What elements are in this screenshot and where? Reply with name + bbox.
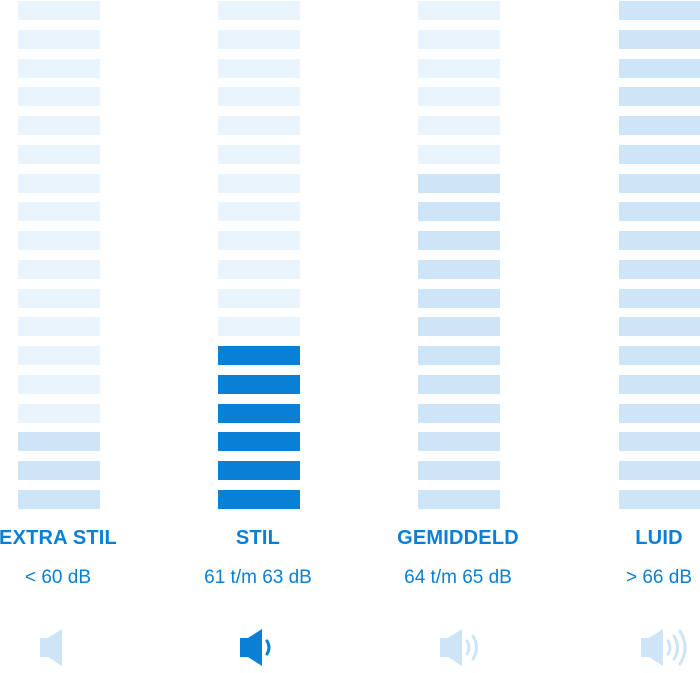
- meter-segment: [619, 259, 700, 279]
- meter-segment: [418, 144, 500, 164]
- meter-segment: [218, 432, 300, 452]
- meter-segment: [418, 461, 500, 480]
- meter-segment: [18, 87, 100, 107]
- meter-segment: [218, 374, 300, 394]
- level-label: EXTRA STIL: [0, 527, 117, 549]
- meter-segment: [218, 317, 300, 337]
- meter-segment: [218, 144, 300, 164]
- meter-segment: [418, 1, 500, 20]
- meter-segment: [418, 288, 500, 308]
- speaker-body: [440, 629, 462, 666]
- meter-segment: [619, 58, 700, 78]
- meter-segment: [218, 173, 300, 193]
- meter-segment: [619, 1, 700, 20]
- meter-segment: [619, 461, 700, 480]
- meter-segment: [619, 432, 700, 452]
- meter-segment: [18, 29, 100, 49]
- meter-segment: [418, 29, 500, 49]
- level-label: STIL: [235, 527, 281, 549]
- meter-segment: [18, 144, 100, 164]
- meter-segment: [218, 87, 300, 107]
- sound-wave: [465, 639, 471, 656]
- meter-segment: [619, 374, 700, 394]
- level-label: GEMIDDELD: [397, 527, 519, 549]
- meter-segment: [418, 87, 500, 107]
- meter-segment: [619, 87, 700, 107]
- meter-segment: [218, 58, 300, 78]
- meter-segment: [619, 489, 700, 509]
- meter-segment: [418, 173, 500, 193]
- meter-segment: [418, 432, 500, 452]
- meter-segment: [218, 403, 300, 423]
- meter-segment: [18, 58, 100, 78]
- level-range: < 60 dB: [24, 567, 92, 588]
- meter-segment: [18, 317, 100, 337]
- meter-segment: [619, 346, 700, 365]
- meter-segment: [18, 374, 100, 394]
- meter-segment: [619, 317, 700, 337]
- meter-segment: [418, 489, 500, 509]
- meter-segment: [218, 346, 300, 365]
- sound-wave: [265, 639, 271, 656]
- meter-segment: [218, 29, 300, 49]
- meter-segment: [218, 489, 300, 509]
- level-range: 61 t/m 63 dB: [204, 567, 312, 588]
- speaker-mute-icon: [40, 628, 100, 668]
- sound-wave: [672, 634, 679, 661]
- meter-segment: [18, 202, 100, 222]
- meter-segment: [18, 173, 100, 193]
- meter-segment: [418, 259, 500, 279]
- meter-segment: [218, 288, 300, 308]
- meter-segment: [218, 231, 300, 250]
- meter-segment: [619, 29, 700, 49]
- meter-segment: [18, 1, 100, 20]
- meter-segment: [418, 374, 500, 394]
- meter-segment: [418, 116, 500, 135]
- meter-segment: [418, 317, 500, 337]
- level-range: 64 t/m 65 dB: [404, 567, 512, 588]
- speaker-two-waves-icon: [440, 628, 500, 668]
- meter-segment: [18, 231, 100, 250]
- meter-segment: [418, 231, 500, 250]
- meter-segment: [18, 461, 100, 480]
- meter-segment: [418, 58, 500, 78]
- meter-segment: [18, 489, 100, 509]
- meter-segment: [619, 202, 700, 222]
- meter-segment: [18, 403, 100, 423]
- meter-segment: [619, 144, 700, 164]
- meter-segment: [18, 288, 100, 308]
- meter-segment: [18, 116, 100, 135]
- meter-segment: [218, 461, 300, 480]
- meter-segment: [418, 202, 500, 222]
- meter-segment: [218, 259, 300, 279]
- meter-segment: [619, 116, 700, 135]
- meter-segment: [619, 173, 700, 193]
- meter-segment: [418, 403, 500, 423]
- speaker-body: [240, 629, 262, 666]
- meter-segment: [218, 1, 300, 20]
- meter-segment: [619, 403, 700, 423]
- sound-wave: [666, 639, 672, 656]
- meter-segment: [18, 259, 100, 279]
- speaker-body: [641, 629, 663, 666]
- level-label: LUID: [635, 527, 683, 549]
- meter-segment: [619, 231, 700, 250]
- sound-wave: [678, 629, 687, 666]
- speaker-one-wave-icon: [240, 628, 300, 668]
- meter-segment: [619, 288, 700, 308]
- sound-wave: [471, 634, 478, 661]
- level-range: > 66 dB: [625, 567, 693, 588]
- meter-segment: [218, 202, 300, 222]
- meter-segment: [218, 116, 300, 135]
- speaker-body: [40, 629, 62, 666]
- speaker-three-waves-icon: [641, 628, 700, 668]
- meter-segment: [418, 346, 500, 365]
- meter-segment: [18, 346, 100, 365]
- meter-segment: [18, 432, 100, 452]
